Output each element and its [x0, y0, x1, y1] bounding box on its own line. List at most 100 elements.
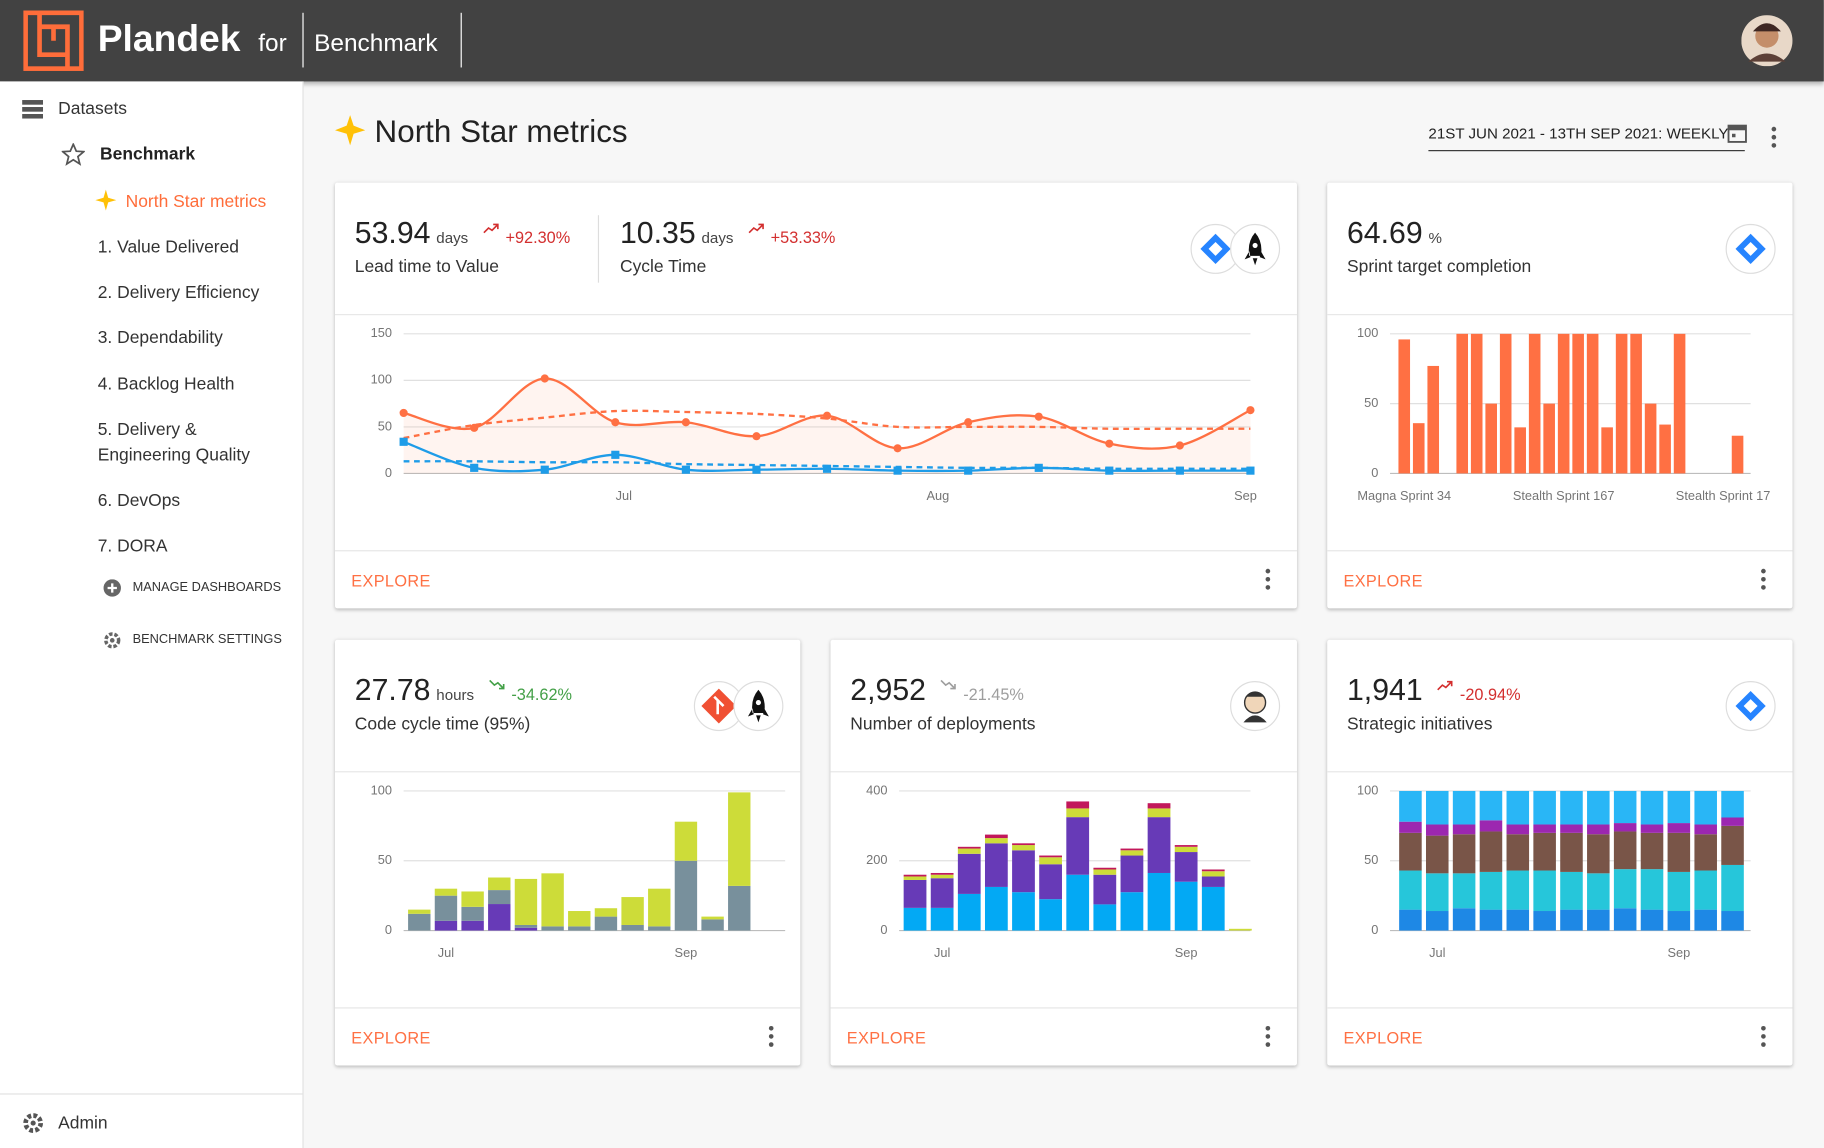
bar-segment	[728, 885, 751, 931]
avatar[interactable]	[1741, 15, 1793, 67]
explore-link[interactable]: EXPLORE	[1343, 571, 1423, 590]
menu-dot	[1761, 585, 1766, 590]
bar	[1499, 333, 1512, 474]
x-tick-label: Stealth Sprint 17	[1676, 488, 1770, 503]
bar-segment	[541, 926, 564, 931]
card-menu[interactable]	[1265, 1025, 1271, 1047]
explore-link[interactable]: EXPLORE	[351, 1028, 431, 1047]
metric-unit: %	[1428, 229, 1442, 247]
card-menu[interactable]	[1761, 1025, 1766, 1047]
point	[399, 437, 408, 446]
nav-item[interactable]: 1. Value Delivered	[97, 237, 240, 258]
source-icon	[733, 681, 784, 732]
menu-dot	[1265, 1042, 1271, 1047]
bar-segment	[1613, 869, 1637, 909]
explore-link[interactable]: EXPLORE	[351, 571, 431, 590]
menu-dot	[1265, 576, 1271, 582]
bar-segment	[434, 895, 458, 921]
point	[1175, 441, 1184, 450]
card-menu[interactable]	[1761, 568, 1766, 590]
bar-segment	[648, 888, 671, 927]
metric-label: Number of deployments	[850, 714, 1036, 734]
nav-item[interactable]: 4. Backlog Health	[97, 374, 235, 395]
bar-segment	[957, 853, 981, 894]
card-menu[interactable]	[768, 1025, 774, 1047]
bar-segment	[1174, 845, 1198, 847]
bar	[1673, 333, 1686, 474]
bar-segment	[1039, 855, 1062, 858]
y-tick-label: 50	[1364, 852, 1378, 867]
bar-segment	[1479, 831, 1503, 872]
calendar-icon[interactable]	[1727, 123, 1747, 143]
bar-segment	[1201, 869, 1225, 872]
menu-icon[interactable]	[1768, 126, 1780, 149]
bar-segment	[1174, 846, 1198, 853]
bar-segment	[903, 874, 927, 877]
star-icon	[61, 143, 85, 166]
chart: 0 50 100 150 Jul Aug Sep	[371, 223, 1281, 590]
bar-segment	[648, 926, 671, 931]
y-tick-label: 0	[880, 922, 887, 937]
nav-item[interactable]: 7. DORA	[97, 536, 168, 557]
y-tick-label: 50	[1364, 395, 1378, 410]
top-bar: Plandek for Benchmark	[0, 0, 1824, 82]
bar-segment	[594, 916, 618, 931]
y-tick-label: 400	[866, 782, 887, 797]
datasets-icon	[22, 100, 44, 119]
x-tick-label: Jul	[616, 488, 632, 503]
bar-segment	[1399, 870, 1422, 910]
bar	[1601, 427, 1613, 474]
nav-datasets[interactable]: Datasets	[58, 98, 128, 119]
bar-segment	[1012, 850, 1035, 893]
bar-segment	[1201, 886, 1225, 931]
metric-value: 27.78	[354, 672, 431, 708]
bar	[1615, 333, 1628, 474]
bar-segment	[514, 927, 538, 931]
bar-segment	[1721, 817, 1744, 826]
brand: Plandek	[97, 17, 241, 60]
nav-item[interactable]: 2. Delivery Efficiency	[97, 282, 260, 303]
bar	[1586, 333, 1599, 474]
bar-segment	[930, 878, 954, 908]
nav-item[interactable]: 5. Delivery & Engineering Quality	[97, 419, 250, 466]
benchmark-settings[interactable]: BENCHMARK SETTINGS	[132, 632, 282, 647]
nav-item[interactable]: North Star metrics	[125, 191, 267, 212]
metric-unit: days	[436, 229, 469, 247]
point	[540, 374, 549, 383]
bar-segment	[957, 848, 981, 854]
menu-dot	[768, 1034, 774, 1039]
bar-segment	[568, 926, 591, 931]
x-tick-label: Jul	[438, 945, 454, 960]
north-star-icon	[95, 189, 117, 211]
manage-dashboards[interactable]: MANAGE DASHBOARDS	[132, 580, 282, 595]
point	[681, 465, 690, 474]
explore-link[interactable]: EXPLORE	[1343, 1028, 1423, 1047]
bar	[1644, 403, 1657, 474]
point	[1105, 466, 1114, 475]
nav-item[interactable]: 6. DevOps	[97, 490, 181, 511]
menu-dot	[1761, 1034, 1766, 1039]
explore-link[interactable]: EXPLORE	[846, 1028, 927, 1047]
source-icon	[1190, 223, 1241, 274]
bar-segment	[1012, 845, 1035, 851]
bar-segment	[1694, 870, 1717, 910]
bar-segment	[1452, 908, 1476, 931]
nav-item[interactable]: 3. Dependability	[97, 328, 223, 348]
point	[893, 466, 902, 475]
metric-row: 2,952 -21.45%	[850, 672, 1024, 708]
bar-segment	[1640, 790, 1664, 825]
bar-segment	[984, 838, 1008, 844]
bar-segment	[434, 888, 458, 896]
bar-segment	[488, 904, 511, 931]
chart: 0 50 100 Jul Sep	[1357, 681, 1776, 1047]
rocket-icon	[1244, 232, 1266, 266]
nav-benchmark[interactable]: Benchmark	[100, 144, 196, 165]
nav-admin[interactable]: Admin	[58, 1113, 108, 1133]
bar-segment	[903, 876, 927, 880]
y-tick-label: 0	[385, 922, 392, 937]
date-range[interactable]: 21ST JUN 2021 - 13TH SEP 2021: WEEKLY	[1428, 124, 1729, 142]
logo	[23, 10, 84, 71]
bar-segment	[514, 878, 538, 925]
bar-segment	[1066, 817, 1090, 875]
card-menu[interactable]	[1265, 568, 1271, 590]
